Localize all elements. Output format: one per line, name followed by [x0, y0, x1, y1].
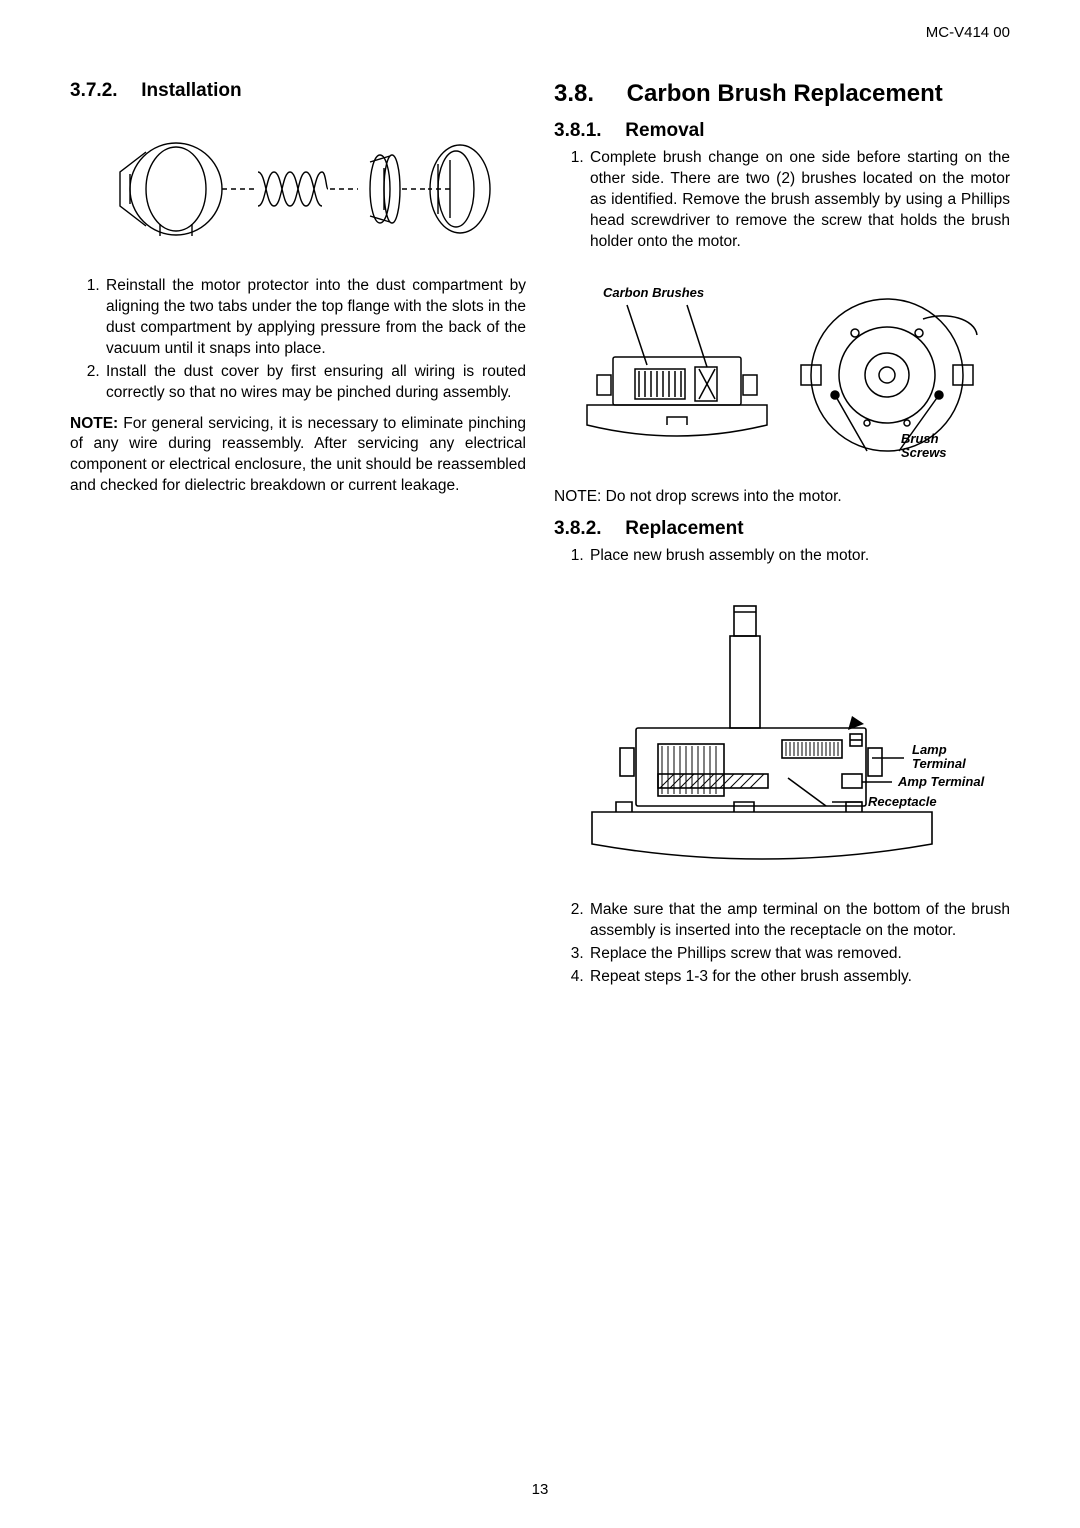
heading-num: 3.7.2. [70, 80, 136, 102]
label-amp-terminal: Amp Terminal [897, 774, 985, 789]
installation-steps: Reinstall the motor protector into the d… [70, 276, 526, 404]
label-lamp-terminal-l1: Lamp [912, 742, 947, 757]
label-lamp-terminal-l2: Terminal [912, 756, 966, 771]
heading-carbon-brush: 3.8. Carbon Brush Replacement [554, 80, 1010, 108]
heading-num: 3.8. [554, 80, 620, 108]
list-item: Reinstall the motor protector into the d… [104, 276, 526, 360]
columns: 3.7.2. Installation [70, 80, 1010, 998]
right-column: 3.8. Carbon Brush Replacement 3.8.1. Rem… [554, 80, 1010, 998]
label-brush-screws-l2: Screws [901, 445, 947, 460]
heading-num: 3.8.1. [554, 120, 620, 142]
label-brush-screws-l1: Brush [901, 431, 939, 446]
list-item: Place new brush assembly on the motor. [588, 546, 1010, 567]
label-receptacle: Receptacle [868, 794, 937, 809]
list-item: Make sure that the amp terminal on the b… [588, 900, 1010, 942]
list-item: Replace the Phillips screw that was remo… [588, 944, 1010, 965]
removal-steps: Complete brush change on one side before… [554, 148, 1010, 253]
list-item: Complete brush change on one side before… [588, 148, 1010, 253]
removal-figure: Carbon Brushes Brush Screws [567, 275, 997, 465]
page: MC-V414 00 3.7.2. Installation [0, 0, 1080, 1528]
replacement-steps-b: Make sure that the amp terminal on the b… [554, 900, 1010, 988]
replacement-figure: Lamp Terminal Amp Terminal Receptacle [562, 588, 1002, 878]
label-carbon-brushes: Carbon Brushes [603, 285, 704, 300]
note-label: NOTE: [70, 415, 118, 432]
heading-text: Removal [625, 120, 704, 141]
heading-replacement: 3.8.2. Replacement [554, 518, 1010, 540]
doc-id: MC-V414 00 [926, 24, 1010, 41]
replacement-steps-a: Place new brush assembly on the motor. [554, 546, 1010, 567]
heading-installation: 3.7.2. Installation [70, 80, 526, 102]
heading-text: Carbon Brush Replacement [627, 80, 943, 107]
list-item: Install the dust cover by first ensuring… [104, 362, 526, 404]
note-body: For general servicing, it is necessary t… [70, 415, 526, 495]
heading-text: Installation [141, 80, 241, 101]
installation-figure [98, 124, 498, 254]
left-column: 3.7.2. Installation [70, 80, 526, 998]
page-number: 13 [0, 1481, 1080, 1498]
heading-removal: 3.8.1. Removal [554, 120, 1010, 142]
list-item: Repeat steps 1-3 for the other brush ass… [588, 967, 1010, 988]
heading-text: Replacement [625, 518, 743, 539]
installation-note: NOTE: For general servicing, it is neces… [70, 414, 526, 498]
heading-num: 3.8.2. [554, 518, 620, 540]
removal-note: NOTE: Do not drop screws into the motor. [554, 487, 1010, 508]
